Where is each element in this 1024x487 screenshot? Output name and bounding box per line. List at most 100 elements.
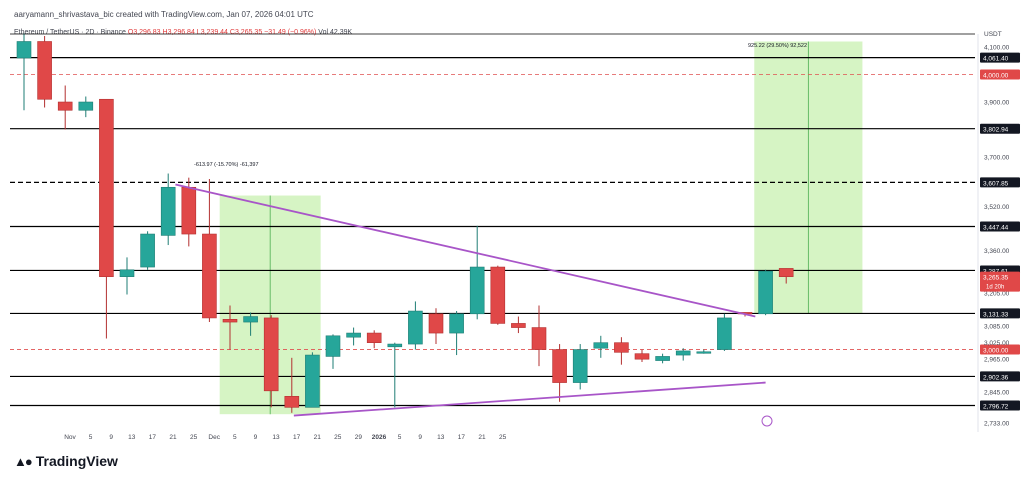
price-axis[interactable]: 4,061.40 4,000.00 3,802.94 3,607.85 3,447.44…	[980, 31, 1020, 428]
candle-body	[222, 319, 238, 323]
price-tick-label: 3,360.00	[984, 248, 1010, 255]
symbol-info-bar: Ethereum / TetherUS · 2D · Binance O3,29…	[14, 29, 352, 36]
time-axis[interactable]: Nov 5 9 13 17 21 25 Dec 5 9 13 17 21 25 29 2026 5 9 13 17 21…	[64, 434, 506, 441]
price-level-tag	[980, 400, 1020, 411]
time-tick-label: 5	[398, 434, 402, 441]
candle-body	[469, 266, 485, 315]
measure-zones-layer: -613.97 (-15.70%) -61,397 925.22 (29.50%)…	[194, 41, 863, 415]
candle-body	[346, 332, 361, 338]
time-tick-label: 29	[355, 434, 363, 441]
price-tick-label: 2,733.00	[984, 421, 1010, 428]
time-tick-label: 9	[109, 434, 113, 441]
ohlc-open: O3,296.83	[127, 29, 161, 36]
time-tick-label: 21	[478, 434, 486, 441]
ohlc-change: −31.49 (−0.96%)	[264, 29, 317, 36]
candle-body	[263, 317, 279, 392]
candle-body	[305, 354, 320, 408]
candle-body	[202, 233, 217, 319]
time-tick-label: 25	[334, 434, 342, 441]
candle-body	[140, 233, 155, 268]
symbol-name[interactable]: Ethereum / TetherUS · 2D · Binance	[14, 29, 126, 36]
price-level-tag	[980, 221, 1020, 232]
misc-layer	[10, 33, 979, 432]
price-level-tag	[980, 177, 1020, 188]
price-level-label: 3,607.85	[983, 180, 1009, 187]
candle-body	[655, 356, 670, 361]
candle-body	[181, 186, 197, 235]
candle-body	[16, 41, 32, 59]
price-tick-label: 3,900.00	[984, 100, 1010, 107]
price-level-tag	[980, 344, 1020, 355]
trendline	[175, 183, 756, 318]
candle-body	[614, 342, 629, 353]
candles-layer	[16, 33, 794, 413]
last-price-tag	[980, 271, 1020, 292]
candle-body	[552, 349, 567, 383]
price-level-label: 3,802.94	[983, 127, 1009, 134]
candle-body	[490, 266, 506, 324]
candle-body	[243, 316, 258, 323]
candle-body	[284, 396, 300, 408]
time-tick-label: 2026	[372, 434, 387, 441]
candle-body	[160, 186, 176, 236]
candle-body	[428, 313, 444, 334]
price-level-tag	[980, 308, 1020, 319]
price-level-tag	[980, 371, 1020, 382]
time-tick-label: 9	[254, 434, 258, 441]
time-tick-label: 13	[437, 434, 445, 441]
price-axis-unit: USDT	[984, 31, 1002, 38]
candle-body	[366, 332, 382, 343]
price-tick-label: 4,100.00	[984, 45, 1010, 52]
time-tick-label: 17	[458, 434, 466, 441]
candle-body	[675, 350, 691, 356]
candle-body	[696, 351, 712, 354]
price-level-label: 2,902.36	[983, 374, 1009, 381]
last-price-label: 3,265.35	[983, 275, 1009, 282]
time-tick-label: 25	[499, 434, 507, 441]
price-tick-label: 3,520.00	[984, 204, 1010, 211]
tradingview-logo-text: TradingView	[35, 453, 118, 469]
ohlc-close: C3,265.35	[229, 29, 263, 36]
candle-body	[325, 335, 341, 357]
chart-byline: aaryamann_shrivastava_bic created with T…	[14, 10, 314, 19]
tradingview-logo[interactable]: ▲● TradingView	[14, 453, 118, 469]
measure-label: -613.97 (-15.70%) -61,397	[194, 162, 259, 168]
ohlc-low: L3,239.44	[196, 29, 228, 36]
candle-body	[449, 313, 464, 334]
price-tick-label: 3,205.00	[984, 291, 1010, 298]
candle-body	[37, 41, 52, 100]
alert-icon	[761, 415, 773, 427]
price-level-label: 3,447.44	[983, 224, 1009, 231]
time-tick-label: 13	[128, 434, 136, 441]
time-tick-label: 5	[89, 434, 93, 441]
time-tick-label: 5	[233, 434, 237, 441]
last-price-countdown: 1d 20h	[986, 285, 1004, 291]
candle-body	[758, 270, 773, 315]
candle-body	[717, 317, 732, 350]
price-level-label: 3,000.00	[983, 348, 1009, 355]
price-level-label: 4,000.00	[983, 73, 1009, 80]
price-level-label: 3,131.33	[983, 311, 1009, 318]
time-tick-label: 17	[293, 434, 301, 441]
price-level-label: 2,796.72	[983, 403, 1009, 410]
trendlines-layer	[175, 183, 766, 417]
candle-body	[119, 269, 135, 277]
time-tick-label: 21	[314, 434, 322, 441]
candle-body	[57, 101, 73, 111]
candle-body	[78, 101, 94, 111]
volume-value: Vol 42.39K	[318, 29, 353, 36]
time-tick-label: 17	[149, 434, 157, 441]
candle-body	[408, 310, 423, 345]
time-tick-label: 9	[418, 434, 422, 441]
price-level-tag	[980, 69, 1020, 80]
price-level-label: 4,061.40	[983, 56, 1009, 63]
candle-body	[634, 353, 650, 360]
candle-body	[572, 349, 588, 383]
time-tick-label: Dec	[208, 434, 220, 441]
candle-body	[99, 98, 114, 277]
price-tick-label: 3,025.00	[984, 340, 1010, 347]
price-tick-label: 2,845.00	[984, 390, 1010, 397]
candle-body	[511, 323, 526, 328]
candle-body	[593, 342, 609, 349]
